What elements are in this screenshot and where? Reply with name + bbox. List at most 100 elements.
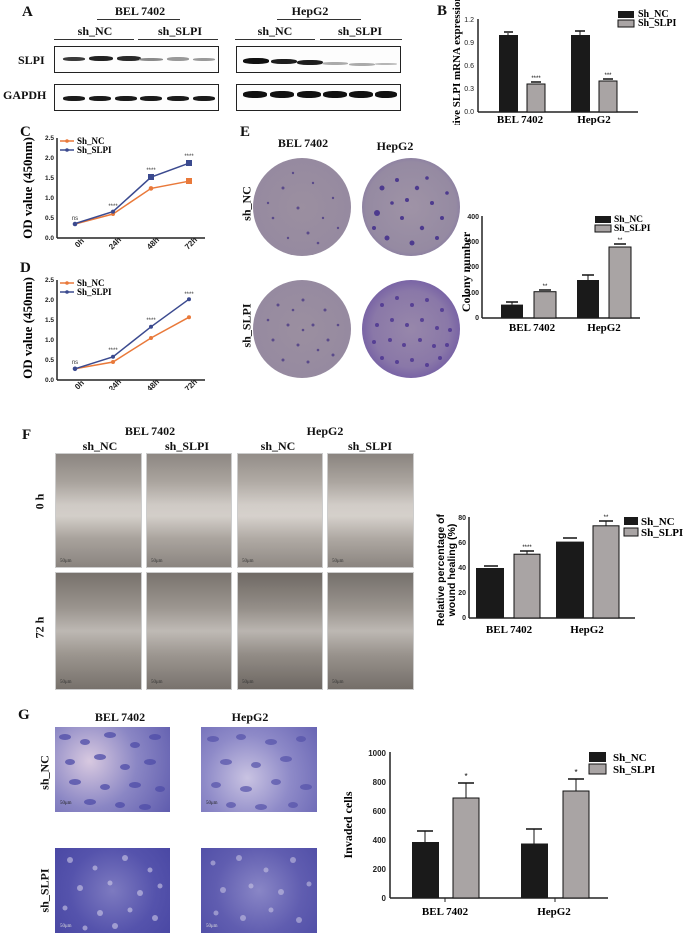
svg-text:72h: 72h <box>183 377 199 390</box>
svg-text:*: * <box>574 768 577 777</box>
blot-group-header-bel7402: BEL 7402 <box>114 4 166 18</box>
svg-text:**: ** <box>618 238 623 244</box>
svg-text:BEL 7402: BEL 7402 <box>486 624 533 636</box>
wound-col-header-2: sh_SLPI <box>164 439 210 453</box>
svg-text:0.9: 0.9 <box>464 40 474 47</box>
svg-text:****: **** <box>108 348 118 354</box>
line-c-shslpi <box>74 162 190 225</box>
transwell-row-header-sh-slpi: sh_SLPI <box>37 868 52 913</box>
bar-e-hepg2-shnc <box>577 280 599 318</box>
svg-text:****: **** <box>522 545 532 551</box>
svg-text:0: 0 <box>462 615 466 622</box>
svg-text:ns: ns <box>72 216 78 222</box>
svg-text:Relative SLPI mRNA expression: Relative SLPI mRNA expression <box>451 0 463 125</box>
svg-text:1.5: 1.5 <box>45 175 54 182</box>
wound-col-header-3: sh_NC <box>260 439 296 453</box>
transwell-row-header-sh-nc: sh_NC <box>37 755 52 790</box>
line-d-shnc <box>74 316 190 370</box>
svg-text:OD value (450nm): OD value (450nm) <box>20 277 35 379</box>
legend-f: Sh_NC Sh_SLPI <box>623 516 683 539</box>
blot-condition-sh-slpi-2: sh_SLPI <box>337 24 383 38</box>
svg-text:48h: 48h <box>145 377 161 390</box>
bar-g-bel7402-shnc <box>412 842 439 898</box>
colony-dish-bel7402-sh-nc <box>253 158 351 256</box>
svg-text:100: 100 <box>467 290 479 297</box>
svg-text:****: **** <box>146 318 156 324</box>
legend-b: Sh_NC Sh_SLPI <box>617 9 676 29</box>
svg-text:2.0: 2.0 <box>45 297 54 304</box>
svg-text:300: 300 <box>467 239 479 246</box>
wound-image-bel7402-sh-slpi-72h: 50μm <box>146 572 232 690</box>
wound-col-header-4: sh_SLPI <box>347 439 393 453</box>
svg-text:Sh_NC: Sh_NC <box>614 215 643 225</box>
chart-g-invaded-cells: Invaded cells 0 200 400 600 800 1000 * *… <box>341 749 655 918</box>
svg-text:0.5: 0.5 <box>45 357 54 364</box>
svg-text:****: **** <box>531 76 541 82</box>
wound-row-header-0h: 0 h <box>32 493 47 510</box>
svg-text:****: **** <box>184 154 194 160</box>
svg-text:***: *** <box>604 73 612 79</box>
svg-text:2.5: 2.5 <box>45 135 54 142</box>
svg-text:80: 80 <box>458 515 466 522</box>
chart-e-colony-number: Colony number 0 100 200 300 400 ** ** BE… <box>459 214 651 334</box>
blot-group-header-hepg2: HepG2 <box>291 4 329 18</box>
svg-text:Sh_SLPI: Sh_SLPI <box>613 764 655 776</box>
legend-d: Sh_NC Sh_SLPI <box>60 278 112 297</box>
wound-col-header-1: sh_NC <box>82 439 118 453</box>
svg-text:1.2: 1.2 <box>464 17 474 24</box>
y-axis-label: Relative SLPI mRNA expression <box>451 0 463 125</box>
blot-condition-sh-slpi-1: sh_SLPI <box>157 24 203 38</box>
bar-f-bel7402-shnc <box>476 568 504 618</box>
bar-b-bel7402-shslpi <box>526 83 546 113</box>
colony-dish-hepg2-sh-slpi <box>362 280 460 378</box>
svg-text:****: **** <box>146 168 156 174</box>
svg-text:1.5: 1.5 <box>45 317 54 324</box>
chart-f-wound-healing: Relative percentage of wound healing (%)… <box>435 513 683 636</box>
svg-text:400: 400 <box>467 214 479 221</box>
svg-text:600: 600 <box>373 807 387 816</box>
svg-text:40: 40 <box>458 565 466 572</box>
blot-row-label-gapdh: GAPDH <box>3 88 47 102</box>
svg-text:BEL 7402: BEL 7402 <box>509 322 556 334</box>
panel-label-e: E <box>240 124 251 140</box>
svg-text:Sh_SLPI: Sh_SLPI <box>638 18 676 29</box>
svg-text:Sh_NC: Sh_NC <box>77 136 105 146</box>
wound-group-header-bel7402: BEL 7402 <box>124 424 176 438</box>
svg-text:1000: 1000 <box>368 749 386 758</box>
bar-f-hepg2-shslpi <box>592 525 620 619</box>
svg-text:2.0: 2.0 <box>45 155 54 162</box>
svg-text:****: **** <box>108 204 118 210</box>
wound-image-bel7402-sh-nc-0h: 50μm <box>55 453 142 568</box>
svg-text:1.0: 1.0 <box>45 337 54 344</box>
svg-text:0: 0 <box>382 894 387 903</box>
wound-image-hepg2-sh-slpi-0h: 50μm <box>327 453 414 568</box>
svg-text:0.0: 0.0 <box>45 235 54 242</box>
transwell-image-bel7402-sh-nc: 50μm <box>55 727 170 812</box>
svg-text:Sh_SLPI: Sh_SLPI <box>77 145 112 155</box>
svg-text:BEL 7402: BEL 7402 <box>422 906 469 918</box>
svg-text:HepG2: HepG2 <box>577 114 611 125</box>
svg-text:60: 60 <box>458 540 466 547</box>
blot-slpi-bel7402 <box>54 46 219 73</box>
blot-condition-sh-nc-1: sh_NC <box>77 24 113 38</box>
blot-condition-sh-nc-2: sh_NC <box>257 24 293 38</box>
line-d-shslpi <box>74 298 190 370</box>
colony-col-header-bel7402: BEL 7402 <box>277 136 329 150</box>
svg-text:Invaded cells: Invaded cells <box>341 791 355 858</box>
wound-group-header-hepg2: HepG2 <box>306 424 344 438</box>
svg-text:1.0: 1.0 <box>45 195 54 202</box>
chart-d-od-hepg2: OD value (450nm) 0.0 0.5 1.0 1.5 2.0 2.5… <box>20 277 205 390</box>
transwell-image-bel7402-sh-slpi: 50μm <box>55 848 170 933</box>
panel-label-f: F <box>22 427 32 443</box>
svg-text:**: ** <box>543 284 548 290</box>
line-c-shnc <box>74 180 190 225</box>
panel-label-g: G <box>18 707 30 723</box>
svg-text:0.5: 0.5 <box>45 215 54 222</box>
svg-text:HepG2: HepG2 <box>570 624 604 636</box>
svg-text:24h: 24h <box>107 377 123 390</box>
wound-image-hepg2-sh-nc-0h: 50μm <box>237 453 323 568</box>
colony-dish-bel7402-sh-slpi <box>253 280 351 378</box>
bar-e-hepg2-shslpi <box>608 246 632 319</box>
bar-f-bel7402-shslpi <box>513 553 541 619</box>
svg-text:20: 20 <box>458 590 466 597</box>
